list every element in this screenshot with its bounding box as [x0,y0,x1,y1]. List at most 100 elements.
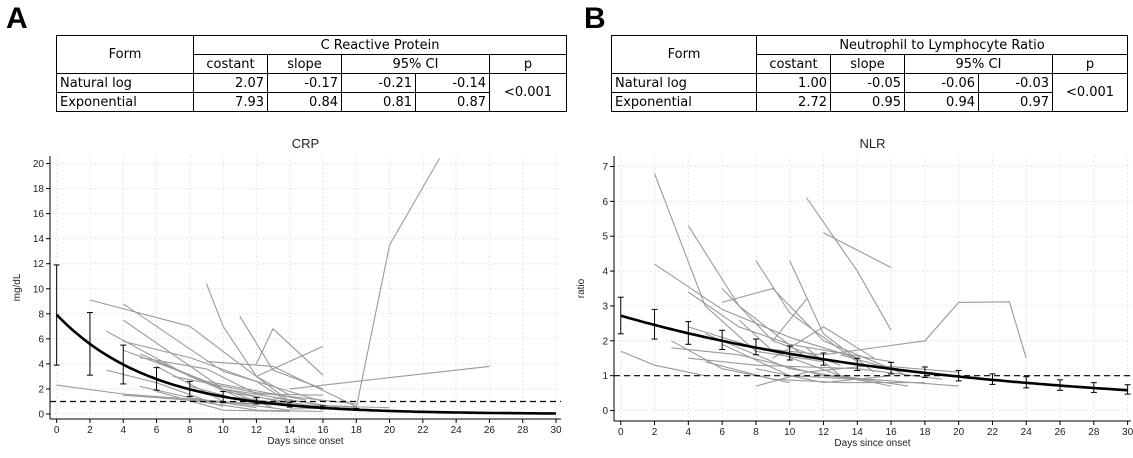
crp-y-tick-label: 2 [38,384,44,395]
nlr-x-tick-label: 2 [652,427,658,438]
nlr-y-tick-label: 2 [602,336,608,347]
p-value: <0.001 [1051,73,1129,112]
row-slope: -0.17 [267,73,342,93]
nlr-x-tick-label: 0 [618,427,624,438]
form-header: Form [56,35,194,74]
nlr-individual-line [823,232,892,269]
crp-y-tick-label: 0 [38,409,44,420]
nlr-x-tick-label: 10 [784,427,796,438]
nlr-individual-line [772,298,808,342]
p-value: <0.001 [488,73,568,112]
crp-x-axis-label: Days since onset [267,436,343,447]
table-row: Natural log 2.07 -0.17 -0.21 -0.14 <0.00… [56,73,568,112]
crp-individual-line [173,375,357,405]
crp-y-tick-label: 14 [33,234,45,245]
nlr-y-tick-label: 3 [602,301,608,312]
crp-x-tick-label: 6 [154,425,160,436]
nlr-individual-line [671,340,790,384]
crp-individual-line [206,360,357,407]
nlr-x-tick-label: 28 [1088,427,1100,438]
nlr-y-tick-label: 0 [602,406,608,417]
nlr-y-tick-label: 7 [602,162,608,173]
crp-x-tick-label: 10 [218,425,230,436]
crp-x-tick-label: 2 [87,425,93,436]
table-row: Exponential 2.72 0.95 0.94 0.97 [611,92,1128,112]
nlr-individual-line [704,333,875,384]
crp-x-tick-label: 8 [187,425,193,436]
nlr-individual-line [721,287,909,377]
nlr-x-axis-label: Days since onset [834,438,910,449]
nlr-x-tick-label: 4 [686,427,692,438]
row-form: Exponential [611,92,757,112]
row-costant: 2.07 [193,73,268,93]
crp-x-tick-label: 12 [251,425,263,436]
row-form: Exponential [56,92,194,112]
crp-individual-line [205,283,290,396]
crp-y-tick-label: 12 [33,259,45,270]
crp-individual-line [156,390,290,413]
crp-x-tick-label: 14 [284,425,296,436]
nlr-individual-line [620,350,706,377]
crp-x-tick-label: 4 [120,425,126,436]
nlr-x-tick-label: 20 [953,427,965,438]
nlr-y-tick-label: 6 [602,197,608,208]
nlr-fit-curve [620,314,1128,392]
crp-x-tick-label: 18 [351,425,363,436]
crp-individual-line [122,303,324,403]
crp-x-tick-label: 22 [417,425,429,436]
crp-x-tick-label: 28 [517,425,529,436]
row-ci-low: 0.81 [341,92,416,112]
col-header-ci: 95% CI [904,54,1053,74]
crp-x-tick-label: 0 [54,425,60,436]
nlr-y-tick-label: 5 [602,232,608,243]
nlr-x-tick-label: 16 [886,427,898,438]
nlr-y-axis-label: ratio [576,278,587,298]
nlr-individual-line [755,368,892,384]
crp-individual-line [256,345,324,377]
col-header-slope: slope [267,54,342,74]
crp-y-tick-label: 20 [33,159,45,170]
nlr-x-tick-label: 24 [1021,427,1033,438]
row-slope: -0.05 [830,73,905,93]
nlr-individual-line [806,197,892,331]
nlr-x-tick-label: 30 [1122,427,1133,438]
row-costant: 7.93 [193,92,268,112]
crp-individual-line [123,340,290,404]
form-header: Form [611,35,757,74]
crp-y-tick-label: 18 [33,184,45,195]
crp-individual-line [189,399,324,413]
row-ci-low: 0.94 [904,92,979,112]
row-slope: 0.95 [830,92,905,112]
nlr-x-tick-label: 14 [852,427,864,438]
crp-y-tick-label: 16 [33,209,45,220]
crp-regression-table: Form C Reactive Protein costant slope 95… [56,35,568,112]
panel-b-label: B [584,2,606,35]
nlr-regression-table: Form Neutrophil to Lymphocyte Ratio cost… [611,35,1129,112]
nlr-y-tick-label: 4 [602,267,608,278]
nlr-x-tick-label: 6 [719,427,725,438]
nlr-x-tick-label: 12 [818,427,830,438]
row-ci-high: 0.87 [415,92,490,112]
crp-y-tick-label: 4 [38,359,44,370]
nlr-x-tick-label: 22 [987,427,999,438]
row-slope: 0.84 [267,92,342,112]
row-ci-high: 0.97 [978,92,1053,112]
crp-y-tick-label: 10 [33,284,45,295]
nlr-y-tick-label: 1 [602,371,608,382]
nlr-x-tick-label: 8 [753,427,759,438]
crp-x-tick-label: 24 [451,425,463,436]
row-costant: 2.72 [756,92,831,112]
panel-a-label: A [6,2,28,35]
nlr-title: NLR [859,136,885,151]
nlr-plot-area [614,156,1131,421]
crp-x-tick-label: 20 [384,425,396,436]
crp-plot-area [50,156,561,419]
crp-x-tick-label: 26 [484,425,496,436]
table-row: Natural log 1.00 -0.05 -0.06 -0.03 <0.00… [611,73,1129,112]
crp-y-tick-label: 8 [38,309,44,320]
crp-x-tick-label: 30 [550,425,562,436]
row-form: Natural log [611,73,757,93]
